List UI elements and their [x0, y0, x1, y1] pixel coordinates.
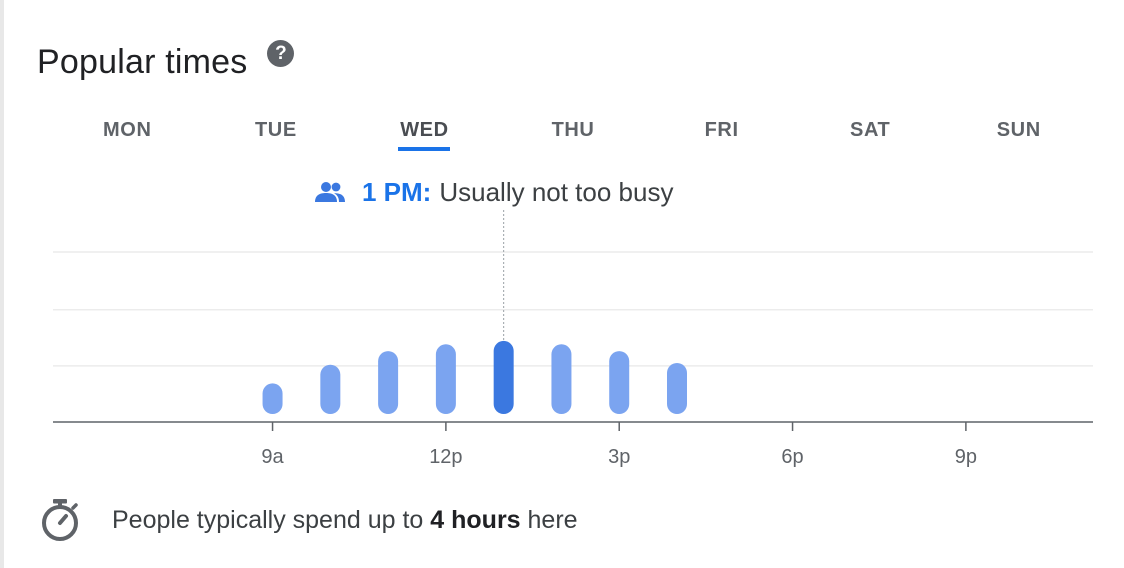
tab-label: WED: [400, 119, 449, 141]
chart-bar: [667, 363, 687, 414]
chart-bars: [262, 340, 687, 414]
duration-suffix: here: [527, 505, 578, 534]
chart-bar: [435, 344, 456, 414]
tab-label: TUE: [254, 119, 297, 141]
x-tick-label: 6p: [781, 446, 803, 468]
tab-fri[interactable]: FRI: [647, 116, 796, 156]
visit-duration: People typically spend up to 4 hours her…: [40, 498, 578, 542]
tab-label: SAT: [850, 119, 891, 141]
tab-tue[interactable]: TUE: [202, 116, 351, 156]
chart-bar: [551, 344, 572, 414]
active-tab-indicator: [398, 147, 451, 151]
tab-label: FRI: [704, 119, 739, 141]
tab-label: MON: [103, 119, 152, 141]
x-axis-ticks: 9a 12p 3p 6p 9p: [261, 422, 977, 468]
tab-wed[interactable]: WED: [350, 116, 499, 156]
tab-thu[interactable]: THU: [499, 116, 648, 156]
tab-label: THU: [551, 119, 595, 141]
page-title: Popular times: [37, 43, 248, 81]
duration-value: 4 hours: [430, 505, 521, 534]
tab-mon[interactable]: MON: [53, 116, 202, 156]
visit-duration-text: People typically spend up to 4 hours her…: [112, 506, 578, 535]
help-icon[interactable]: ?: [267, 40, 295, 67]
tab-sun[interactable]: SUN: [944, 116, 1093, 156]
timer-icon: [42, 499, 78, 541]
busyness-status: Usually not too busy: [439, 177, 674, 207]
chart-bar: [262, 383, 283, 414]
busyness-info: 1 PM: Usually not too busy: [314, 174, 673, 210]
chart-gridlines: [53, 251, 1093, 367]
chart-bar-selected: [493, 340, 514, 414]
people-icon: [315, 182, 345, 202]
title-row: Popular times ?: [37, 40, 295, 84]
x-tick-label: 3p: [608, 446, 630, 468]
chart-bar: [320, 364, 341, 414]
tab-sat[interactable]: SAT: [796, 116, 945, 156]
chart-bar: [378, 351, 399, 414]
x-tick-label: 9a: [261, 446, 284, 468]
chart-bar: [609, 351, 630, 414]
selected-time: 1 PM:: [362, 177, 432, 207]
x-tick-label: 12p: [429, 446, 462, 468]
day-tabs: MON TUE WED THU FRI SAT SUN: [53, 116, 1093, 156]
x-tick-label: 9p: [955, 446, 977, 468]
tab-label: SUN: [996, 119, 1041, 141]
duration-prefix: People typically spend up to: [112, 505, 424, 534]
panel-left-border: [0, 0, 4, 568]
